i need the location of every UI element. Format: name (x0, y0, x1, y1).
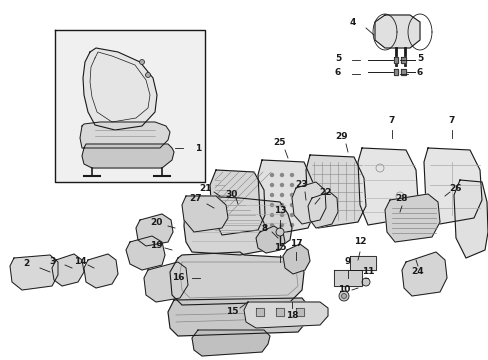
Text: 6: 6 (416, 68, 422, 77)
Text: 21: 21 (199, 184, 212, 193)
Text: 10: 10 (337, 285, 349, 294)
Polygon shape (256, 226, 285, 253)
Circle shape (270, 174, 273, 176)
Text: 7: 7 (448, 116, 454, 125)
Polygon shape (182, 196, 227, 232)
Polygon shape (82, 144, 174, 168)
Text: 1: 1 (195, 144, 201, 153)
Text: 28: 28 (395, 194, 407, 202)
Circle shape (290, 184, 293, 186)
Text: 11: 11 (361, 267, 373, 276)
Circle shape (270, 194, 273, 197)
Circle shape (270, 203, 273, 207)
Polygon shape (453, 180, 487, 258)
Text: 18: 18 (285, 311, 298, 320)
Text: 6: 6 (334, 68, 341, 77)
Circle shape (275, 228, 284, 236)
Polygon shape (84, 254, 118, 288)
Polygon shape (374, 15, 419, 48)
Polygon shape (10, 255, 58, 290)
Text: 25: 25 (273, 138, 285, 147)
Polygon shape (256, 308, 264, 316)
Text: 5: 5 (334, 54, 341, 63)
Circle shape (145, 72, 150, 77)
Circle shape (280, 194, 283, 197)
Text: 15: 15 (273, 243, 285, 252)
Polygon shape (400, 57, 405, 63)
Text: 12: 12 (353, 238, 366, 247)
Polygon shape (126, 236, 164, 270)
Text: 2: 2 (23, 260, 29, 269)
Circle shape (290, 194, 293, 197)
Circle shape (290, 203, 293, 207)
Text: 20: 20 (149, 217, 162, 226)
Text: 26: 26 (449, 184, 461, 193)
Circle shape (280, 174, 283, 176)
Polygon shape (136, 214, 173, 246)
Text: 23: 23 (295, 180, 307, 189)
Text: 22: 22 (319, 188, 331, 197)
Text: 15: 15 (225, 307, 238, 316)
Polygon shape (393, 57, 397, 63)
Text: 8: 8 (262, 224, 267, 233)
Circle shape (338, 291, 348, 301)
Polygon shape (168, 298, 309, 336)
Polygon shape (291, 182, 325, 224)
Circle shape (270, 224, 273, 226)
Text: 30: 30 (225, 189, 238, 198)
Text: 16: 16 (171, 274, 184, 283)
Polygon shape (357, 148, 417, 225)
Polygon shape (275, 308, 284, 316)
Circle shape (361, 278, 369, 286)
Circle shape (280, 184, 283, 186)
Text: 4: 4 (349, 18, 355, 27)
Polygon shape (384, 194, 439, 242)
Polygon shape (55, 30, 204, 182)
Text: 19: 19 (149, 242, 162, 251)
Polygon shape (192, 330, 269, 356)
Polygon shape (333, 270, 361, 286)
Text: 13: 13 (273, 206, 285, 215)
Polygon shape (80, 122, 170, 148)
Circle shape (341, 293, 346, 298)
Text: 3: 3 (49, 257, 55, 266)
Circle shape (280, 213, 283, 216)
Polygon shape (401, 252, 446, 296)
Text: 29: 29 (335, 131, 347, 140)
Circle shape (290, 224, 293, 226)
Polygon shape (143, 262, 187, 302)
Polygon shape (393, 69, 397, 75)
Text: 27: 27 (189, 194, 202, 202)
Polygon shape (307, 192, 337, 228)
Polygon shape (83, 48, 157, 130)
Polygon shape (423, 148, 481, 225)
Circle shape (270, 213, 273, 216)
Polygon shape (305, 155, 365, 228)
Circle shape (290, 213, 293, 216)
Polygon shape (209, 170, 264, 235)
Text: 24: 24 (411, 267, 424, 276)
Polygon shape (183, 196, 291, 255)
Polygon shape (400, 69, 405, 75)
Text: 7: 7 (388, 116, 394, 125)
Polygon shape (258, 160, 314, 235)
Text: 9: 9 (344, 257, 350, 266)
Circle shape (280, 203, 283, 207)
Polygon shape (170, 252, 304, 305)
Circle shape (290, 174, 293, 176)
Text: 17: 17 (289, 239, 302, 248)
Text: 14: 14 (74, 257, 86, 266)
Polygon shape (349, 256, 375, 270)
Polygon shape (244, 302, 327, 328)
Circle shape (139, 59, 144, 64)
Circle shape (270, 184, 273, 186)
Polygon shape (52, 254, 84, 286)
Polygon shape (283, 244, 309, 274)
Circle shape (280, 224, 283, 226)
Polygon shape (295, 308, 304, 316)
Text: 5: 5 (416, 54, 422, 63)
